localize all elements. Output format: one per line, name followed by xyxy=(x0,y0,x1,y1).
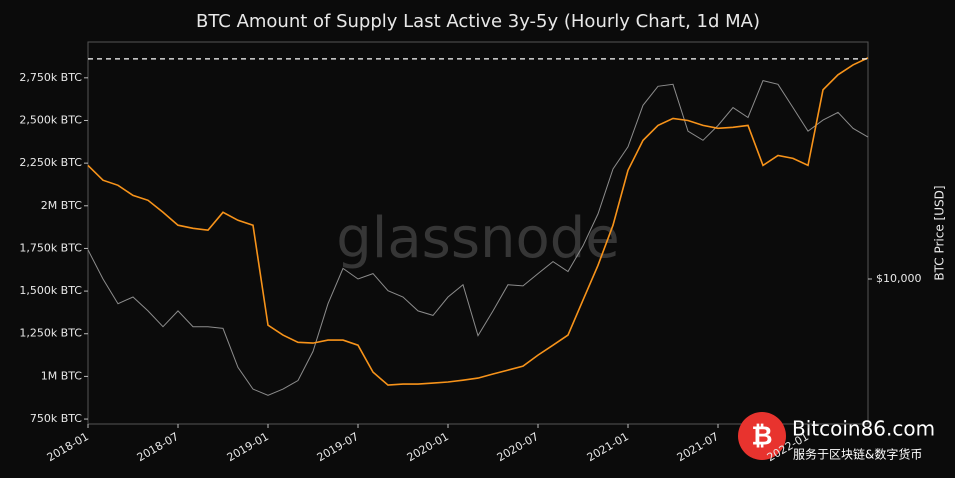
y-tick-label: 2,500k BTC xyxy=(19,113,82,126)
y2-axis-label: BTC Price [USD] xyxy=(933,185,947,280)
y-tick-label: 1,250k BTC xyxy=(19,327,82,340)
logo-circle xyxy=(738,412,786,460)
y-tick-label: 1,500k BTC xyxy=(19,284,82,297)
watermark: glassnode xyxy=(336,206,620,271)
plot-frame xyxy=(87,41,869,425)
overlay-site: Bitcoin86.com xyxy=(792,417,935,441)
supply-line xyxy=(87,57,869,386)
logo-glyph: ₿ xyxy=(751,422,772,452)
y-tick-label: 750k BTC xyxy=(30,412,82,425)
y-tick-label: 1M BTC xyxy=(41,369,83,382)
y-tick-label: 1,750k BTC xyxy=(19,241,82,254)
y-tick-label: 2M BTC xyxy=(41,199,83,212)
y-tick-label: 2,250k BTC xyxy=(19,156,82,169)
overlay-slogan: 服务于区块链&数字货币 xyxy=(793,447,922,462)
y2-tick-label: $10,000 xyxy=(876,272,922,285)
y-tick-label: 2,750k BTC xyxy=(19,71,82,84)
price-line xyxy=(87,80,869,396)
chart-title: BTC Amount of Supply Last Active 3y-5y (… xyxy=(196,11,760,32)
